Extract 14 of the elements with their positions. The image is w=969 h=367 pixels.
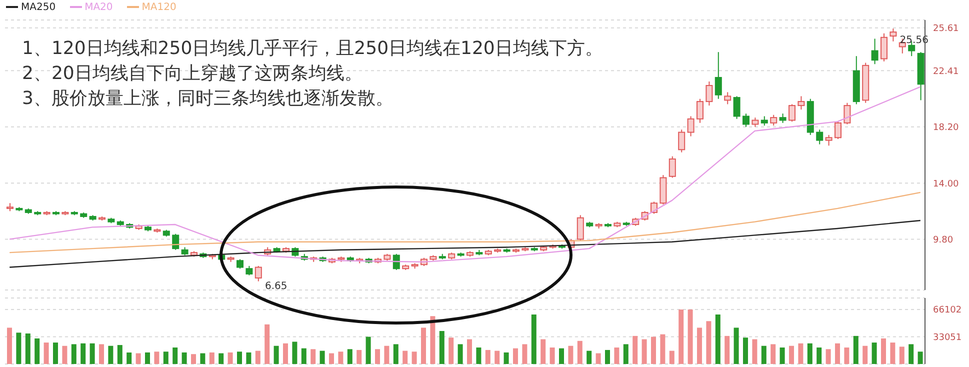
annotation: 3、股价放量上涨，同时三条均线也逐渐发散。 bbox=[22, 87, 394, 111]
annotation: 1、120日均线和250日均线几乎平行，且250日均线在120日均线下方。 bbox=[22, 37, 603, 61]
y-tick-label: 18.20 bbox=[933, 123, 960, 134]
annotation: 2、20日均线自下向上穿越了这两条均线。 bbox=[22, 62, 364, 86]
y-tick-label: 9.80 bbox=[933, 235, 954, 246]
y-tick-label: 33051 bbox=[933, 332, 962, 343]
legend-label: MA250 bbox=[20, 2, 56, 12]
legend-label: MA20 bbox=[84, 2, 113, 12]
annotation: 6.65 bbox=[265, 280, 288, 292]
y-tick-label: 14.00 bbox=[933, 179, 960, 190]
y-tick-label: 66102 bbox=[933, 306, 962, 316]
legend-label: MA120 bbox=[140, 2, 176, 12]
y-tick-label: 22.41 bbox=[933, 66, 959, 77]
y-tick-label: 25.61 bbox=[933, 24, 959, 34]
